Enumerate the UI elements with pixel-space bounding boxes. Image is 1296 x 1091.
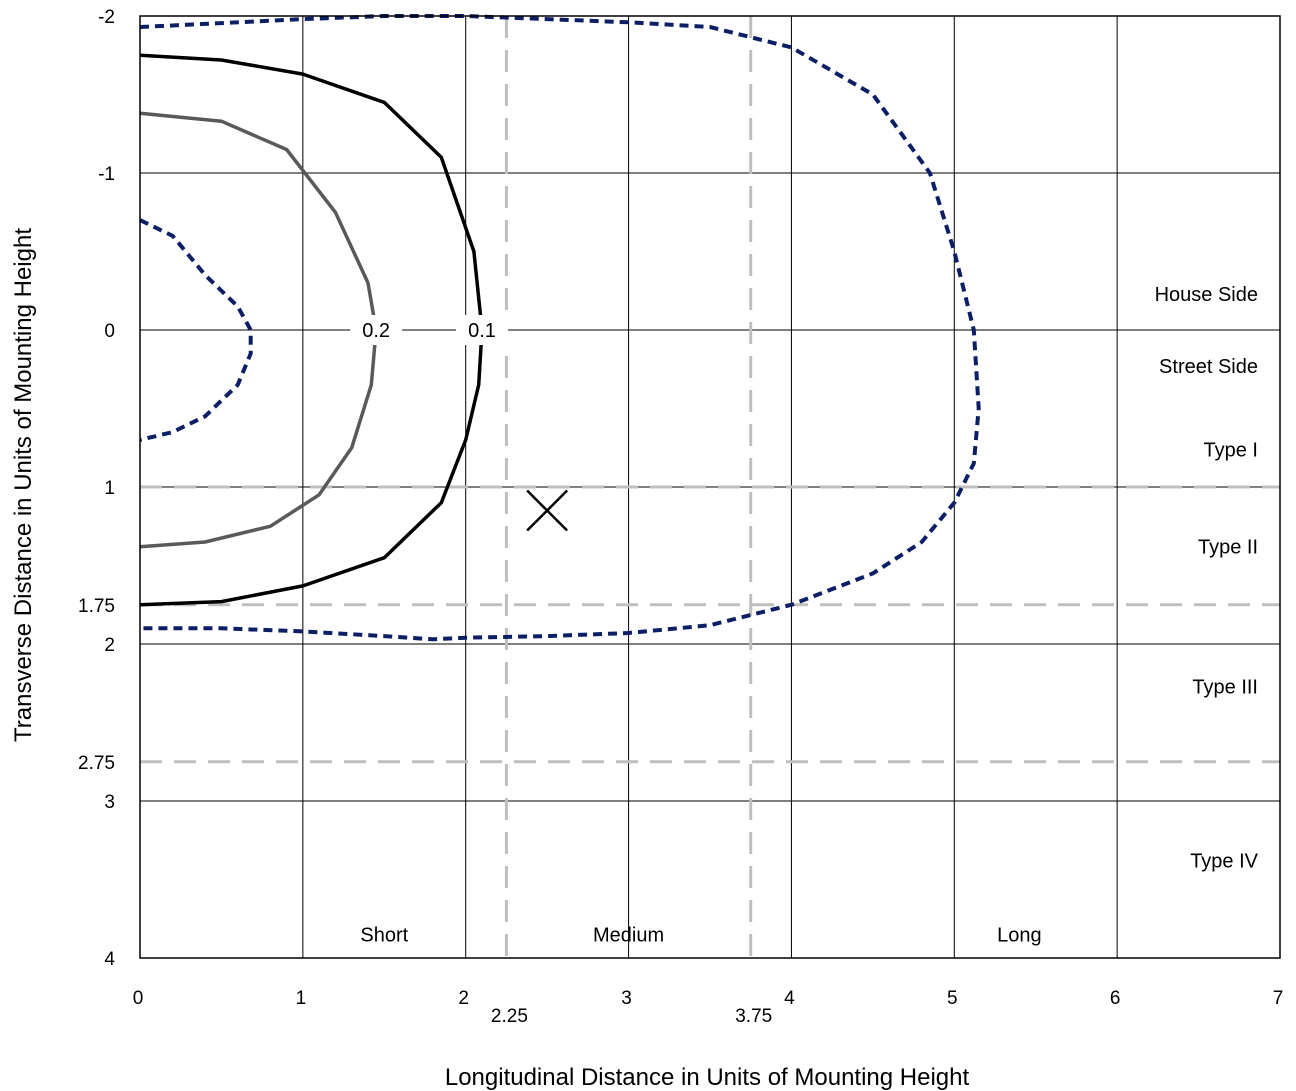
y-axis-title: Transverse Distance in Units of Mounting… [10,228,37,742]
contour-label-iso-0.2: 0.2 [362,320,390,342]
x-tick-label: 7 [1273,988,1284,1009]
region-label-right: Street Side [1159,356,1258,378]
contour-label-iso-0.1: 0.1 [468,320,496,342]
y-tick-label: 3 [104,792,115,813]
region-label-right: Type IV [1190,851,1258,873]
x-tick-label: 0 [133,988,144,1009]
y-tick-label: 4 [104,949,115,970]
y-boundary-label: 1.75 [78,596,115,617]
boundary-lines [140,16,1280,958]
y-tick-label: 2 [104,635,115,656]
region-label-right: Type III [1192,676,1258,698]
series-iso-0.2 [139,111,378,549]
x-tick-label: 2 [458,988,469,1009]
x-tick-label: 3 [621,988,632,1009]
contour-label-bg [456,315,508,345]
y-boundary-label: 2.75 [78,753,115,774]
marker-layer [526,489,569,532]
region-label-right: Type II [1198,537,1258,559]
x-tick-label: 5 [947,988,958,1009]
y-tick-label: 0 [104,321,115,342]
region-label-right: Type I [1204,439,1258,461]
x-axis-title: Longitudinal Distance in Units of Mounti… [445,1064,970,1091]
plot-frame [139,15,1281,959]
region-label-right: House Side [1155,284,1258,306]
series-outer [139,14,981,642]
series-inner [139,218,253,442]
y-tick-label: 1 [104,478,115,499]
labels-layer: 0.1 0.2 0 1 2 3 4 5 6 7 -2 -1 0 1 2 3 4 2.25 3.75 1.75 2.75 H… [78,7,1283,1027]
x-tick-label: 6 [1110,988,1121,1009]
x-tick-label: 1 [296,988,307,1009]
contour-label-bg [350,315,403,345]
region-label-bottom: Medium [593,924,664,946]
y-tick-label: -2 [98,7,115,28]
x-boundary-label: 3.75 [735,1006,772,1027]
x-marker [526,489,569,532]
region-label-bottom: Long [997,924,1042,946]
x-boundary-label: 2.25 [491,1006,528,1027]
y-tick-label: -1 [98,164,115,185]
region-label-bottom: Short [360,924,408,946]
x-tick-label: 4 [784,988,795,1009]
series-iso-0.1 [139,53,484,607]
series-layer [139,14,981,642]
plot-border [139,15,1281,959]
